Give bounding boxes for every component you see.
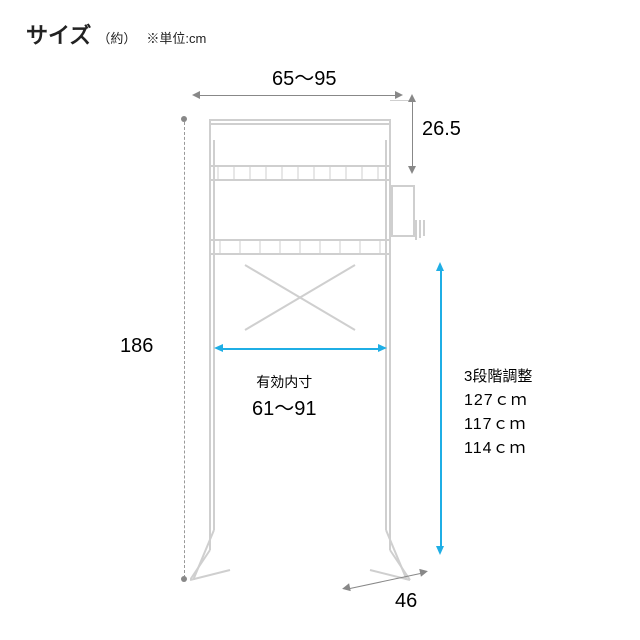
adjust-height-line bbox=[440, 270, 442, 546]
title-row: サイズ （約） ※単位:cm bbox=[26, 18, 206, 50]
title-approx: （約） bbox=[97, 28, 136, 47]
top-offset-arrow-down bbox=[408, 166, 416, 174]
inner-width-line bbox=[222, 348, 380, 350]
width-arrow-right bbox=[395, 91, 403, 99]
adjust-value-1: 117ｃｍ bbox=[464, 410, 532, 434]
depth-arrow-left bbox=[341, 583, 350, 592]
width-dim-line bbox=[200, 95, 395, 96]
rack-illustration bbox=[190, 100, 430, 590]
title-main: サイズ bbox=[26, 18, 91, 50]
top-offset-arrow-up bbox=[408, 94, 416, 102]
height-guide-dot-bottom bbox=[181, 576, 187, 582]
depth-label: 46 bbox=[395, 590, 417, 613]
top-offset-line bbox=[412, 100, 413, 166]
top-offset-label: 26.5 bbox=[422, 118, 461, 141]
title-unit: ※単位:cm bbox=[146, 28, 206, 47]
inner-width-arrow-left bbox=[214, 344, 223, 352]
inner-width-heading: 有効内寸 bbox=[252, 372, 317, 392]
adjust-arrow-up bbox=[436, 262, 444, 271]
inner-width-label: 有効内寸 61～91 bbox=[252, 372, 317, 421]
width-arrow-left bbox=[192, 91, 200, 99]
adjust-label-block: 3段階調整 127ｃｍ 117ｃｍ 114ｃｍ bbox=[464, 365, 532, 458]
diagram-canvas: サイズ （約） ※単位:cm bbox=[0, 0, 640, 640]
depth-arrow-right bbox=[419, 567, 428, 576]
adjust-value-0: 127ｃｍ bbox=[464, 386, 532, 410]
height-label: 186 bbox=[120, 335, 153, 358]
inner-width-arrow-right bbox=[378, 344, 387, 352]
inner-width-range: 61～91 bbox=[252, 392, 317, 421]
adjust-arrow-down bbox=[436, 546, 444, 555]
width-label: 65～95 bbox=[272, 62, 337, 91]
height-guide-line bbox=[184, 122, 185, 578]
adjust-value-2: 114ｃｍ bbox=[464, 434, 532, 458]
adjust-heading: 3段階調整 bbox=[464, 365, 532, 386]
